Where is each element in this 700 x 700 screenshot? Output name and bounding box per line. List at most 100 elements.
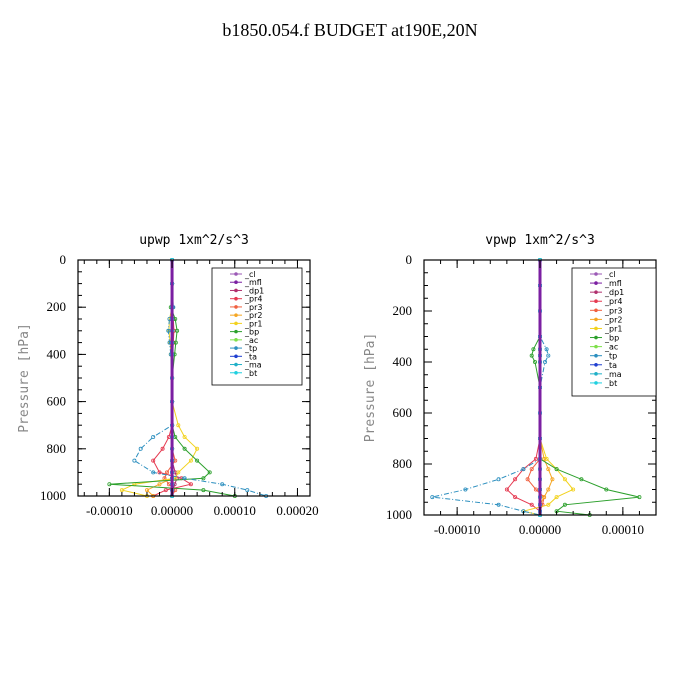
y-axis-label: Pressure [hPa]	[17, 323, 32, 433]
data-point	[546, 353, 551, 358]
data-point	[542, 495, 547, 500]
legend-label: _dp1	[244, 286, 264, 295]
panel-title: upwp 1xm^2/s^3	[139, 233, 249, 248]
data-point	[529, 467, 534, 472]
data-point	[637, 495, 642, 500]
data-point	[550, 477, 555, 482]
y-tick-label: 1000	[40, 488, 66, 503]
legend-marker	[234, 280, 238, 285]
legend-label: _ma	[604, 370, 622, 379]
data-point	[544, 347, 549, 352]
legend-label: _pr4	[604, 297, 622, 306]
y-axis-label: Pressure [hPa]	[363, 333, 378, 443]
legend-label: _bp	[244, 328, 259, 337]
panel-title: vpwp 1xm^2/s^3	[485, 233, 595, 248]
data-point	[182, 446, 187, 451]
data-point	[157, 482, 162, 487]
data-point	[164, 470, 169, 475]
data-point	[166, 328, 171, 333]
legend: _cl_mfl_dp1_pr4_pr3_pr2_pr1_bp_ac_tp_ta_…	[571, 267, 657, 397]
x-tick-label: 0.00000	[519, 522, 561, 537]
legend-label: _mfl	[604, 279, 622, 288]
data-point	[220, 482, 225, 487]
x-tick-label: -0.00010	[434, 522, 481, 537]
legend-marker	[234, 346, 238, 350]
data-point	[513, 495, 518, 500]
legend-label: _bp	[604, 334, 619, 343]
data-point	[579, 477, 584, 482]
data-point	[144, 488, 149, 493]
legend-marker	[594, 344, 598, 349]
legend-marker	[234, 321, 238, 326]
data-point	[546, 502, 551, 507]
data-point	[245, 488, 250, 493]
data-point	[513, 477, 518, 482]
legend-label: _pr1	[244, 319, 262, 328]
legend-label: _pr1	[604, 324, 622, 333]
data-point	[188, 458, 193, 463]
data-point	[521, 467, 526, 472]
data-point	[195, 446, 200, 451]
legend-label: _tp	[244, 344, 257, 353]
data-point	[562, 477, 567, 482]
data-point	[207, 470, 212, 475]
data-point	[176, 423, 181, 428]
legend-marker	[594, 308, 598, 313]
legend-marker	[594, 372, 598, 376]
data-point	[542, 456, 547, 461]
data-point	[151, 434, 156, 439]
data-point	[529, 353, 534, 358]
data-point	[533, 487, 538, 492]
legend-marker	[594, 335, 598, 340]
data-point	[201, 488, 206, 493]
series-line-pr2	[146, 260, 173, 497]
x-tick-label: 0.00020	[276, 503, 318, 518]
y-tick-label: 200	[393, 303, 413, 318]
y-tick-label: 800	[393, 456, 413, 471]
legend-marker	[234, 313, 238, 317]
legend-marker	[234, 305, 238, 309]
data-point	[604, 487, 609, 492]
legend-marker	[594, 353, 598, 358]
data-point	[496, 502, 501, 507]
data-point	[525, 477, 530, 482]
legend-label: _pr2	[604, 315, 622, 324]
legend-label: _cl	[604, 270, 616, 279]
data-point	[195, 458, 200, 463]
data-point	[201, 476, 206, 481]
x-tick-label: -0.00010	[86, 503, 133, 518]
data-point	[119, 488, 124, 493]
x-tick-label: 0.00000	[151, 503, 193, 518]
data-point	[182, 434, 187, 439]
data-point	[132, 458, 137, 463]
legend-box	[571, 267, 657, 397]
legend-label: _mfl	[244, 278, 262, 287]
chart-panel-1: upwp 1xm^2/s^3 Pressure [hPa] -0.00010 0.00…	[17, 233, 319, 518]
legend-label: _bt	[604, 379, 617, 388]
data-point	[175, 328, 180, 333]
x-tick-label: 0.00010	[214, 503, 256, 518]
data-point	[176, 470, 181, 475]
legend-label: _pr4	[244, 295, 262, 304]
legend-label: _ta	[604, 361, 617, 370]
legend-marker	[594, 290, 598, 294]
legend-label: _dp1	[604, 288, 624, 297]
legend-label: _pr2	[244, 311, 262, 320]
page-title: b1850.054.f BUDGET at190E,20N	[222, 20, 478, 40]
y-tick-label: 400	[47, 346, 67, 361]
legend-label: _ac	[604, 343, 618, 352]
legend-label: _tp	[604, 352, 617, 361]
series-line-pr4	[506, 260, 541, 515]
legend-marker	[234, 288, 238, 293]
legend-label: _ta	[244, 352, 257, 361]
legend-marker	[234, 329, 238, 334]
x-tick-label: 0.00010	[602, 522, 644, 537]
legend-label: _bt	[244, 369, 257, 378]
legend: _cl_mfl_dp1_pr4_pr3_pr2_pr1_bp_ac_tp_ta_…	[211, 267, 303, 386]
legend-label: _ac	[244, 336, 258, 345]
data-point	[533, 456, 538, 461]
series-line-pr1	[523, 260, 574, 516]
data-point	[531, 347, 536, 352]
data-point	[571, 487, 576, 492]
data-point	[151, 458, 156, 463]
